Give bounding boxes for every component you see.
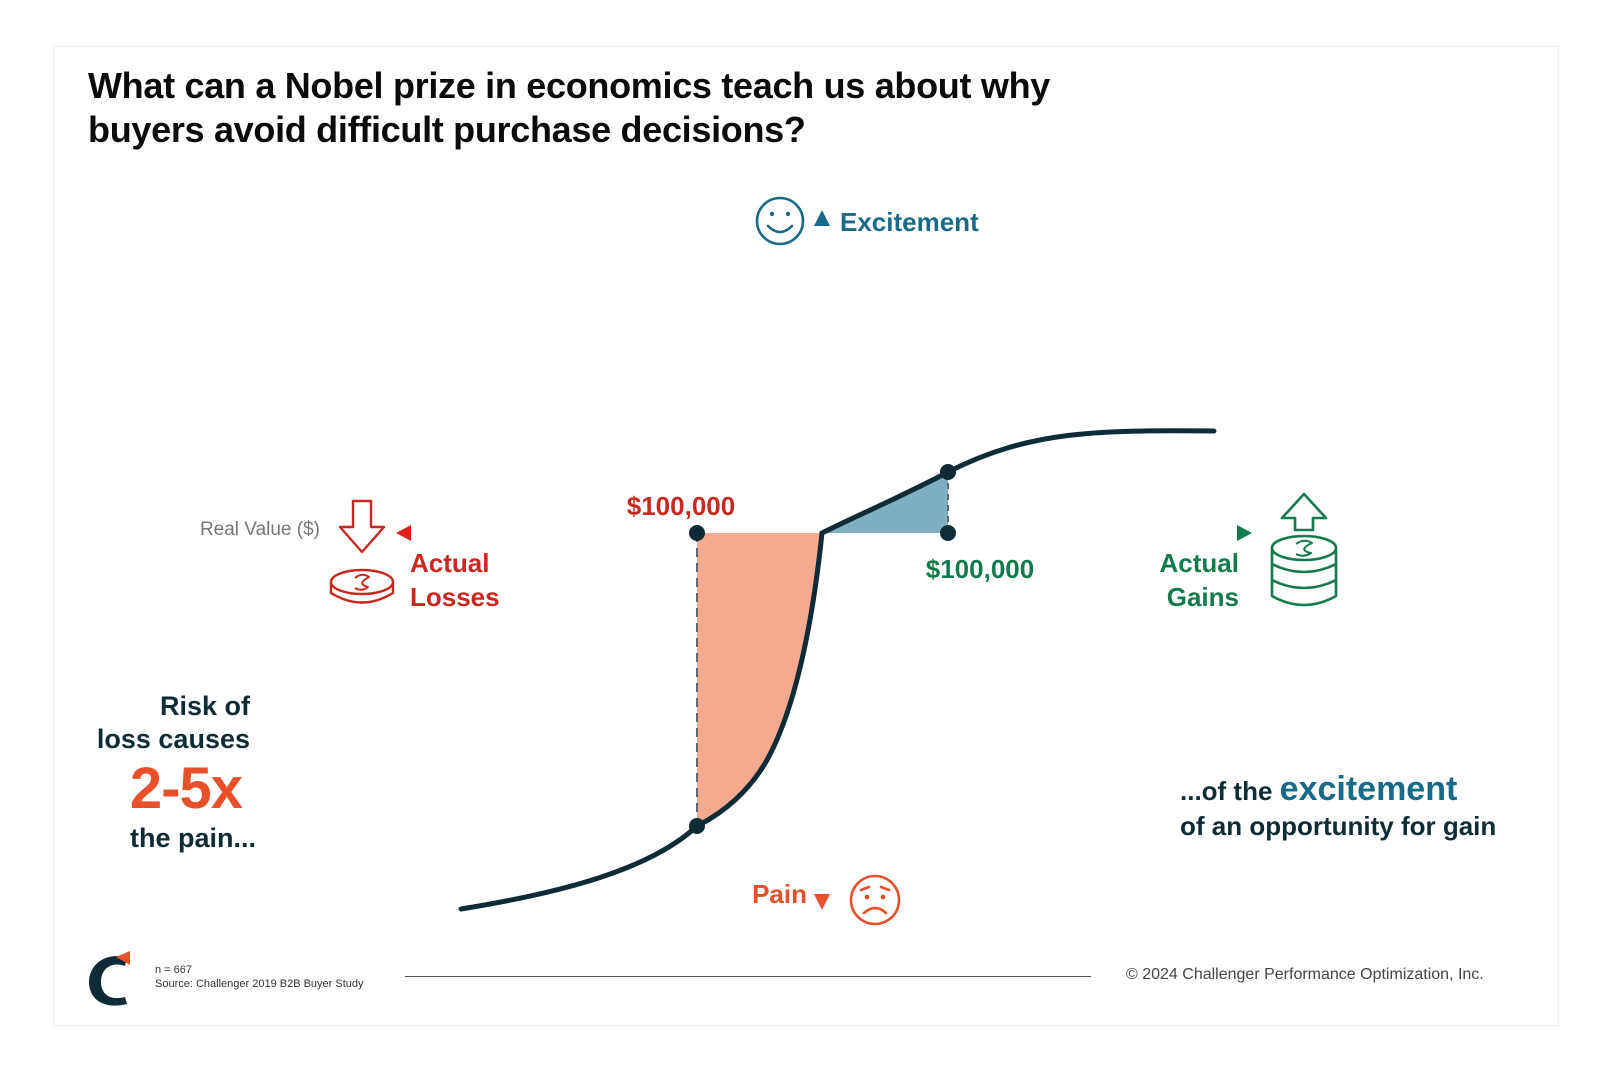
loss-curve-point: [689, 818, 705, 834]
page-title: What can a Nobel prize in economics teac…: [88, 64, 1188, 152]
right-callout-highlight: excitement: [1279, 770, 1458, 808]
coin-stack-up-arrow-icon: [1270, 492, 1338, 607]
worried-face-icon: [849, 874, 901, 926]
excitement-label: Excitement: [840, 207, 979, 237]
loss-value-label: $100,000: [627, 491, 735, 521]
right-callout: ...of the excitement of an opportunity f…: [1180, 770, 1496, 842]
title-line-1: What can a Nobel prize in economics teac…: [88, 65, 1050, 106]
left-callout-line-1: Risk of: [159, 691, 250, 721]
loss-axis-point: [689, 525, 705, 541]
loss-pain-area: [697, 533, 822, 826]
gain-axis-point: [940, 525, 956, 541]
right-callout-prefix: ...of the: [1180, 776, 1273, 806]
gain-excitement-area: [822, 472, 948, 533]
copyright: © 2024 Challenger Performance Optimizati…: [1126, 966, 1484, 983]
actual-losses-line-1: Actual: [410, 548, 489, 578]
title-line-2: buyers avoid difficult purchase decision…: [88, 109, 806, 150]
smile-icon: [755, 196, 805, 246]
actual-losses-line-2: Losses: [410, 582, 500, 612]
actual-gains-line-2: Gains: [1167, 582, 1239, 612]
gain-curve-point: [940, 464, 956, 480]
footer-divider: [405, 976, 1091, 977]
y-axis-top-arrowhead: [814, 210, 830, 226]
real-value-label: Real Value ($): [200, 519, 320, 540]
left-callout-line-2: loss causes: [96, 724, 250, 754]
actual-gains-line-1: Actual: [1160, 548, 1239, 578]
gain-value-label: $100,000: [926, 554, 1034, 584]
left-callout-line-3: the pain...: [129, 823, 256, 853]
y-axis-bottom-arrowhead: [814, 894, 830, 910]
challenger-logo-icon: [89, 951, 130, 1006]
source-note: Source: Challenger 2019 B2B Buyer Study: [155, 978, 364, 990]
pain-label: Pain: [752, 879, 807, 909]
left-callout: Risk of loss causes 2-5x the pain...: [60, 690, 256, 855]
left-callout-highlight: 2-5x: [129, 756, 243, 821]
right-callout-line-2: of an opportunity for gain: [1180, 811, 1497, 841]
x-axis-right-arrowhead: [1237, 525, 1252, 541]
value-function-curve: [458, 428, 1217, 912]
footer-source: n = 667 Source: Challenger 2019 B2B Buye…: [155, 963, 364, 991]
x-axis-left-arrowhead: [396, 525, 411, 541]
sample-size: n = 667: [155, 964, 193, 976]
coin-down-arrow-icon: [329, 499, 395, 604]
